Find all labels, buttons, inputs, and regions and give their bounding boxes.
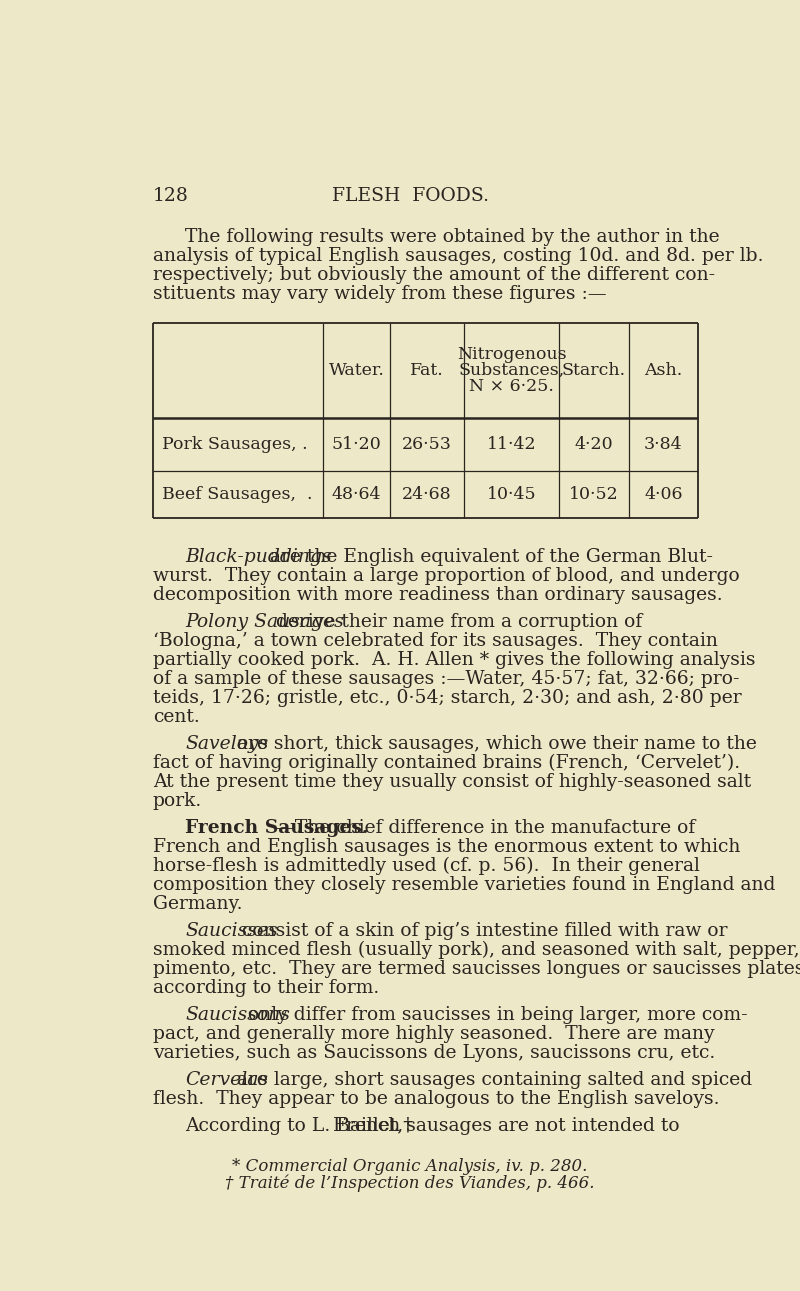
- Text: are large, short sausages containing salted and spiced: are large, short sausages containing sal…: [230, 1072, 752, 1090]
- Text: are short, thick sausages, which owe their name to the: are short, thick sausages, which owe the…: [230, 735, 756, 753]
- Text: Ash.: Ash.: [644, 361, 682, 380]
- Text: teids, 17·26; gristle, etc., 0·54; starch, 2·30; and ash, 2·80 per: teids, 17·26; gristle, etc., 0·54; starc…: [153, 689, 742, 707]
- Text: flesh.  They appear to be analogous to the English saveloys.: flesh. They appear to be analogous to th…: [153, 1091, 719, 1108]
- Text: 128: 128: [153, 187, 189, 205]
- Text: The following results were obtained by the author in the: The following results were obtained by t…: [186, 229, 720, 247]
- Text: 4·20: 4·20: [574, 436, 613, 453]
- Text: Nitrogenous: Nitrogenous: [457, 346, 566, 363]
- Text: Substances,: Substances,: [458, 361, 565, 380]
- Text: * Commercial Organic Analysis, iv. p. 280.: * Commercial Organic Analysis, iv. p. 28…: [232, 1158, 588, 1175]
- Text: 51·20: 51·20: [332, 436, 382, 453]
- Text: ‘Bologna,’ a town celebrated for its sausages.  They contain: ‘Bologna,’ a town celebrated for its sau…: [153, 631, 718, 649]
- Text: According to L. Baillet,†: According to L. Baillet,†: [186, 1117, 413, 1135]
- Text: 48·64: 48·64: [332, 485, 382, 503]
- Text: respectively; but obviously the amount of the different con-: respectively; but obviously the amount o…: [153, 266, 715, 284]
- Text: Saucisses: Saucisses: [186, 922, 278, 940]
- Text: pimento, etc.  They are termed saucisses longues or saucisses plates,: pimento, etc. They are termed saucisses …: [153, 961, 800, 979]
- Text: of a sample of these sausages :—Water, 45·57; fat, 32·66; pro-: of a sample of these sausages :—Water, 4…: [153, 670, 739, 688]
- Text: consist of a skin of pig’s intestine filled with raw or: consist of a skin of pig’s intestine fil…: [236, 922, 728, 940]
- Text: pork.: pork.: [153, 793, 202, 811]
- Text: Black-puddings: Black-puddings: [186, 547, 332, 565]
- Text: 4·06: 4·06: [644, 485, 682, 503]
- Text: N × 6·25.: N × 6·25.: [469, 378, 554, 395]
- Text: stituents may vary widely from these figures :—: stituents may vary widely from these fig…: [153, 285, 606, 303]
- Text: smoked minced flesh (usually pork), and seasoned with salt, pepper,: smoked minced flesh (usually pork), and …: [153, 941, 799, 959]
- Text: Water.: Water.: [329, 361, 385, 380]
- Text: horse-flesh is admittedly used (cf. p. 56).  In their general: horse-flesh is admittedly used (cf. p. 5…: [153, 857, 699, 875]
- Text: only differ from saucisses in being larger, more com-: only differ from saucisses in being larg…: [242, 1006, 747, 1024]
- Text: Saucissons: Saucissons: [186, 1006, 290, 1024]
- Text: Polony Sausages: Polony Sausages: [186, 613, 344, 630]
- Text: Starch.: Starch.: [562, 361, 626, 380]
- Text: —The chief difference in the manufacture of: —The chief difference in the manufacture…: [276, 818, 695, 837]
- Text: cent.: cent.: [153, 707, 199, 726]
- Text: 26·53: 26·53: [402, 436, 452, 453]
- Text: are the English equivalent of the German Blut-: are the English equivalent of the German…: [265, 547, 714, 565]
- Text: composition they closely resemble varieties found in England and: composition they closely resemble variet…: [153, 877, 775, 895]
- Text: Cervelas: Cervelas: [186, 1072, 268, 1090]
- Text: 10·52: 10·52: [569, 485, 618, 503]
- Text: Germany.: Germany.: [153, 896, 242, 913]
- Text: varieties, such as Saucissons de Lyons, saucissons cru, etc.: varieties, such as Saucissons de Lyons, …: [153, 1044, 715, 1062]
- Text: FLESH  FOODS.: FLESH FOODS.: [331, 187, 489, 205]
- Text: fact of having originally contained brains (French, ‘Cervelet’).: fact of having originally contained brai…: [153, 754, 740, 772]
- Text: Pork Sausages, .: Pork Sausages, .: [162, 436, 308, 453]
- Text: French Sausages.: French Sausages.: [186, 818, 369, 837]
- Text: wurst.  They contain a large proportion of blood, and undergo: wurst. They contain a large proportion o…: [153, 567, 739, 585]
- Text: French sausages are not intended to: French sausages are not intended to: [326, 1117, 679, 1135]
- Text: Beef Sausages,  .: Beef Sausages, .: [162, 485, 313, 503]
- Text: 3·84: 3·84: [644, 436, 682, 453]
- Text: pact, and generally more highly seasoned.  There are many: pact, and generally more highly seasoned…: [153, 1025, 714, 1043]
- Text: analysis of typical English sausages, costing 10d. and 8d. per lb.: analysis of typical English sausages, co…: [153, 247, 763, 265]
- Text: Saveloys: Saveloys: [186, 735, 269, 753]
- Text: decomposition with more readiness than ordinary sausages.: decomposition with more readiness than o…: [153, 586, 722, 604]
- Text: 10·45: 10·45: [486, 485, 536, 503]
- Text: At the present time they usually consist of highly-seasoned salt: At the present time they usually consist…: [153, 773, 751, 791]
- Text: derive their name from a corruption of: derive their name from a corruption of: [270, 613, 642, 630]
- Text: Fat.: Fat.: [410, 361, 444, 380]
- Text: 11·42: 11·42: [486, 436, 536, 453]
- Text: † Traité de l’Inspection des Viandes, p. 466.: † Traité de l’Inspection des Viandes, p.…: [226, 1175, 594, 1193]
- Text: partially cooked pork.  A. H. Allen * gives the following analysis: partially cooked pork. A. H. Allen * giv…: [153, 651, 755, 669]
- Text: according to their form.: according to their form.: [153, 980, 379, 998]
- Text: French and English sausages is the enormous extent to which: French and English sausages is the enorm…: [153, 838, 740, 856]
- Text: 24·68: 24·68: [402, 485, 452, 503]
